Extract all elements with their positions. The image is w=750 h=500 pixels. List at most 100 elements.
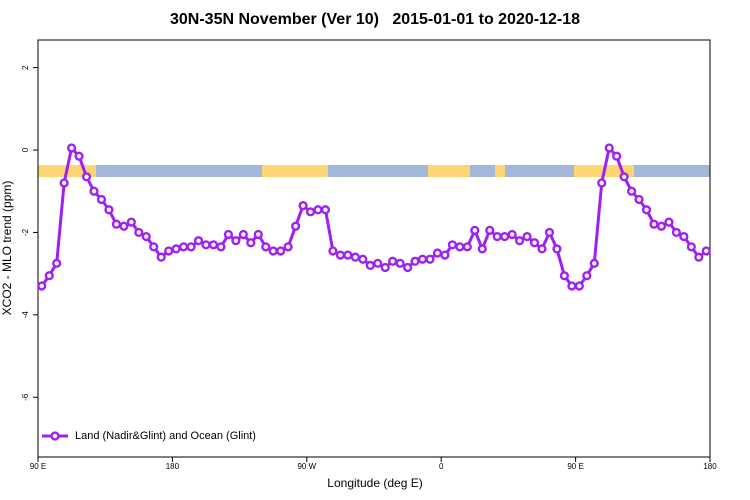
- data-point: [582, 271, 592, 281]
- data-point: [89, 186, 99, 196]
- land-band: [495, 165, 505, 177]
- chart-title: 30N-35N November (Ver 10) 2015-01-01 to …: [170, 11, 580, 28]
- data-point: [537, 244, 547, 254]
- data-point: [343, 250, 353, 260]
- data-point: [589, 258, 599, 268]
- data-point: [328, 246, 338, 256]
- data-point: [529, 238, 540, 248]
- data-point: [597, 178, 607, 188]
- data-point: [514, 236, 525, 246]
- data-point: [59, 178, 69, 188]
- data-point: [305, 207, 316, 217]
- data-point: [156, 252, 166, 262]
- x-tick-label: 180: [703, 462, 717, 471]
- data-point: [626, 186, 637, 196]
- plot-frame: [37, 39, 711, 458]
- data-point: [552, 244, 562, 254]
- data-point: [447, 240, 458, 250]
- data-point: [410, 256, 420, 266]
- y-tick-label: -2: [21, 228, 30, 236]
- data-point: [425, 254, 435, 264]
- data-point: [253, 229, 263, 240]
- data-point: [641, 205, 652, 215]
- data-point: [492, 231, 502, 242]
- x-tick-label: 90 E: [567, 462, 583, 471]
- x-axis-label: Longitude (deg E): [327, 476, 422, 490]
- data-point: [634, 194, 644, 205]
- data-point: [417, 254, 428, 264]
- y-tick-label: 0: [21, 147, 30, 152]
- data-point: [380, 262, 390, 273]
- data-point: [358, 254, 368, 264]
- data-point: [74, 151, 84, 161]
- data-point: [403, 262, 413, 273]
- data-point: [179, 242, 189, 252]
- data-point: [283, 242, 293, 252]
- data-point: [335, 250, 346, 260]
- data-point: [388, 256, 398, 266]
- data-point: [649, 219, 659, 229]
- legend-marker: [50, 431, 60, 441]
- data-point: [96, 194, 107, 205]
- land-band: [428, 165, 470, 177]
- data-point: [686, 242, 696, 252]
- data-point: [365, 260, 375, 270]
- data-point: [291, 221, 301, 231]
- data-point: [223, 229, 234, 240]
- data-point: [52, 258, 62, 268]
- data-point: [261, 242, 271, 252]
- data-point: [171, 244, 181, 254]
- data-point: [81, 172, 92, 182]
- data-point: [701, 246, 711, 256]
- data-point: [373, 258, 383, 268]
- data-point: [544, 227, 555, 238]
- y-tick-label: -4: [21, 311, 30, 319]
- data-point: [186, 242, 196, 252]
- data-point: [238, 229, 248, 240]
- data-point: [679, 231, 689, 242]
- data-point: [111, 219, 122, 229]
- data-point: [485, 225, 495, 235]
- data-point: [193, 236, 204, 246]
- data-point: [208, 240, 219, 250]
- data-point: [574, 281, 584, 291]
- land-ocean-strip: [38, 165, 710, 177]
- land-band: [262, 165, 328, 177]
- data-point: [313, 205, 323, 215]
- data-point: [246, 238, 256, 248]
- data-point: [276, 246, 286, 256]
- data-point: [66, 143, 77, 153]
- data-point: [567, 281, 577, 291]
- data-point: [507, 229, 517, 240]
- y-tick-label: -6: [21, 393, 30, 401]
- data-point: [44, 271, 54, 281]
- data-point: [440, 250, 450, 260]
- data-point: [216, 242, 226, 252]
- data-point: [604, 143, 614, 153]
- data-point: [201, 240, 211, 250]
- data-point: [477, 244, 487, 254]
- ocean-band: [38, 165, 710, 177]
- data-point: [432, 248, 443, 258]
- data-point: [104, 205, 114, 215]
- data-point: [268, 246, 278, 256]
- y-tick-label: 2: [21, 65, 30, 70]
- x-tick-label: 90 E: [30, 462, 46, 471]
- data-point: [350, 252, 360, 262]
- x-tick-label: 90 W: [297, 462, 316, 471]
- data-point: [500, 231, 510, 242]
- data-point: [671, 227, 682, 238]
- data-point: [522, 231, 532, 242]
- x-tick-label: 180: [166, 462, 180, 471]
- data-point: [664, 217, 674, 227]
- data-point: [559, 271, 570, 281]
- data-point: [126, 217, 136, 227]
- data-point: [149, 242, 159, 252]
- data-point: [134, 227, 144, 238]
- data-point: [164, 246, 174, 256]
- data-point: [298, 201, 308, 211]
- data-point: [455, 242, 465, 252]
- data-point: [119, 221, 129, 231]
- data-point: [612, 151, 622, 161]
- data-point: [37, 281, 47, 291]
